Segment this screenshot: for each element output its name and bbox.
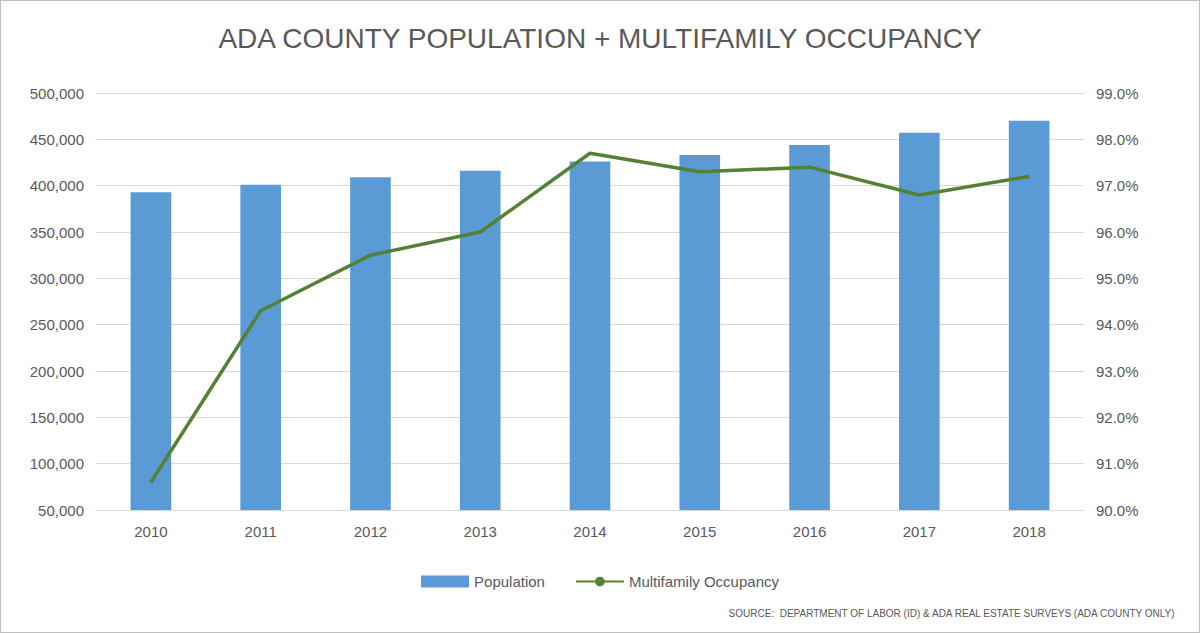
svg-text:ADA COUNTY POPULATION + MULTIF: ADA COUNTY POPULATION + MULTIFAMILY OCCU… [218,23,981,54]
svg-text:2016: 2016 [793,523,826,540]
svg-text:2014: 2014 [573,523,606,540]
svg-text:150,000: 150,000 [30,409,84,426]
svg-text:Population: Population [474,573,545,590]
svg-text:91.0%: 91.0% [1096,455,1139,472]
svg-text:92.0%: 92.0% [1096,409,1139,426]
svg-text:2012: 2012 [354,523,387,540]
svg-text:250,000: 250,000 [30,316,84,333]
svg-text:500,000: 500,000 [30,85,84,102]
svg-text:2011: 2011 [245,523,277,540]
svg-text:2015: 2015 [683,523,716,540]
svg-text:Multifamily Occupancy: Multifamily Occupancy [629,573,780,590]
svg-text:2013: 2013 [464,523,497,540]
svg-text:2010: 2010 [134,523,167,540]
svg-text:SOURCE: DEPARTMENT OF LABOR (: SOURCE: DEPARTMENT OF LABOR (ID) & ADA R… [729,608,1175,619]
svg-text:90.0%: 90.0% [1096,502,1139,519]
svg-text:2018: 2018 [1012,523,1045,540]
svg-text:50,000: 50,000 [38,502,84,519]
svg-text:95.0%: 95.0% [1096,270,1139,287]
svg-text:96.0%: 96.0% [1096,224,1139,241]
svg-text:350,000: 350,000 [30,224,84,241]
svg-text:99.0%: 99.0% [1096,85,1139,102]
svg-text:100,000: 100,000 [30,455,84,472]
svg-text:98.0%: 98.0% [1096,131,1139,148]
svg-text:450,000: 450,000 [30,131,84,148]
svg-text:97.0%: 97.0% [1096,177,1139,194]
svg-text:400,000: 400,000 [30,177,84,194]
svg-text:200,000: 200,000 [30,363,84,380]
svg-text:93.0%: 93.0% [1096,363,1139,380]
svg-text:300,000: 300,000 [30,270,84,287]
svg-text:94.0%: 94.0% [1096,316,1139,333]
svg-text:2017: 2017 [903,523,936,540]
